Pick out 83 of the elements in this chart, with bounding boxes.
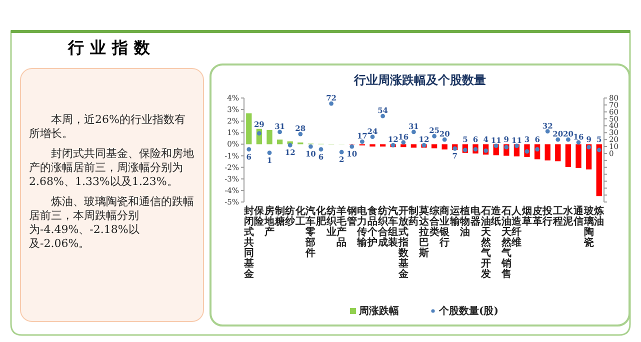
- x-tick-label: 纺织业: [325, 205, 338, 238]
- bar: [544, 144, 550, 160]
- point: [278, 130, 282, 134]
- point: [308, 144, 313, 149]
- point: [246, 147, 252, 152]
- point: [412, 130, 416, 134]
- legend-label: 周涨跌幅: [358, 305, 399, 317]
- x-tick-label: 电器: [470, 205, 482, 228]
- bar: [276, 140, 283, 144]
- bar: [266, 130, 272, 144]
- bar: [246, 113, 252, 144]
- point: [432, 134, 436, 138]
- text: 本周，近26%的行业指数有所增长。: [29, 113, 186, 141]
- point: [401, 140, 406, 145]
- x-tick-label: 石油天然气销售: [500, 206, 512, 280]
- bar: [565, 144, 572, 167]
- point: [556, 137, 560, 142]
- x-tick-label: 玻璃陶瓷: [582, 205, 595, 248]
- point: [350, 144, 354, 149]
- point: [370, 134, 375, 140]
- x-tick-label: 化工: [294, 205, 306, 228]
- point: [298, 132, 303, 136]
- x-tick-label: 通信: [572, 205, 585, 228]
- text: 炼油、玻璃陶瓷和通信的跌幅居前三，本周跌幅分别为-4.49%、-2.18%以及-2.06%。: [29, 195, 195, 251]
- x-tick-label: 莫达拉巴斯: [418, 205, 430, 259]
- point: [596, 148, 602, 152]
- point: [318, 147, 324, 152]
- x-tick-label: 纺织合成: [376, 205, 389, 248]
- x-tick-label: 羊毛产品: [336, 205, 348, 248]
- x-tick-label: 投行: [542, 205, 554, 228]
- x-tick-label: 制药: [408, 205, 419, 228]
- x-tick-label: 制糖: [274, 205, 285, 228]
- x-tick-label: 商业银行: [438, 205, 451, 248]
- x-tick-label: 钢管: [346, 205, 357, 228]
- point: [380, 114, 385, 118]
- x-tick-label: 封闭式共同基金: [242, 205, 255, 280]
- x-tick-label: 电力传输: [356, 205, 368, 248]
- x-tick-label: 房地产: [263, 205, 276, 238]
- x-tick-label: 人造纤维: [510, 205, 523, 248]
- bar: [380, 144, 386, 147]
- x-tick-label: 纺纱: [284, 205, 296, 228]
- point: [576, 140, 581, 145]
- point: [514, 144, 519, 148]
- bar: [442, 144, 448, 150]
- text: 封闭式共同基金、保险和房地产的涨幅居前三，周涨幅分别为2.68%、1.33%以及1.23%。: [29, 147, 195, 189]
- x-tick-label: 水泥: [562, 205, 574, 228]
- bar: [431, 144, 438, 148]
- point: [566, 137, 570, 142]
- text: 行业指数: [66, 38, 157, 59]
- legend-label: 个股数量(股): [438, 305, 498, 317]
- point: [504, 145, 509, 150]
- x-tick-label: 炼油: [593, 205, 606, 228]
- x-tick-label: 汽车零部件: [304, 205, 316, 259]
- point: [442, 137, 447, 142]
- bar: [555, 144, 561, 162]
- x-tick-label: 造纸: [490, 205, 502, 228]
- bar: [400, 144, 406, 148]
- x-tick-label: 烟草: [521, 205, 532, 228]
- x-tick-label: 石油天然气开发: [480, 206, 492, 280]
- point: [329, 101, 334, 106]
- bar: [410, 144, 417, 148]
- x-tick-label: 皮革: [531, 205, 542, 228]
- point: [288, 142, 292, 148]
- bar: [370, 144, 376, 147]
- point: [267, 150, 272, 155]
- point: [586, 145, 592, 150]
- x-tick-label: 运输: [448, 205, 461, 228]
- x-tick-label: 保险: [253, 205, 266, 228]
- x-tick-label: 植物油: [459, 205, 470, 238]
- x-tick-label: 化肥: [314, 205, 327, 228]
- x-tick-label: 综合类: [428, 205, 440, 238]
- bar: [596, 144, 602, 196]
- point: [360, 139, 364, 144]
- bar: [576, 144, 582, 168]
- point: [494, 144, 498, 148]
- point: [545, 129, 550, 134]
- chart-title: 行业周涨跌幅及个股数量: [353, 73, 486, 87]
- x-tick-label: 汽车组装: [387, 205, 400, 248]
- point: [256, 131, 262, 136]
- x-tick-label: 工程: [552, 206, 563, 228]
- point: [339, 150, 344, 154]
- x-tick-label: 开放式指数基金: [397, 206, 410, 280]
- x-tick-label: 食品个护: [366, 205, 378, 248]
